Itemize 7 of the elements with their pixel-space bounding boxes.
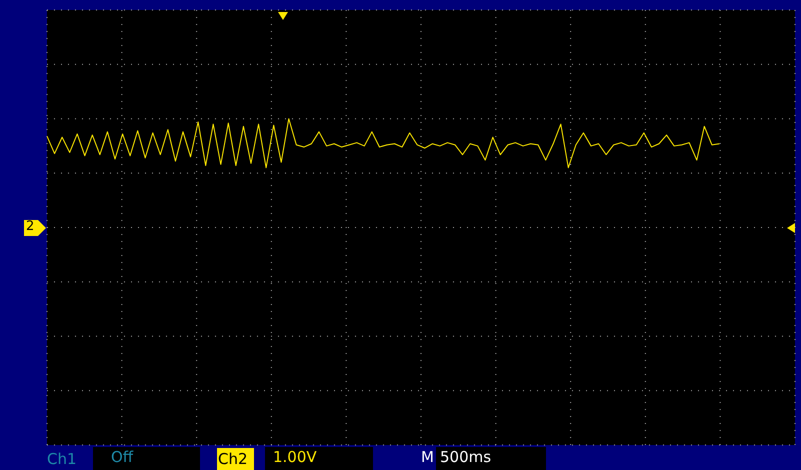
text: 2 [26,218,34,234]
text: 1.00V [273,448,317,466]
text: Ch1 [47,450,77,468]
text: 500ms [440,448,492,466]
text: Ch2 [218,450,248,468]
text: Off [111,448,134,466]
text: M [421,448,434,466]
